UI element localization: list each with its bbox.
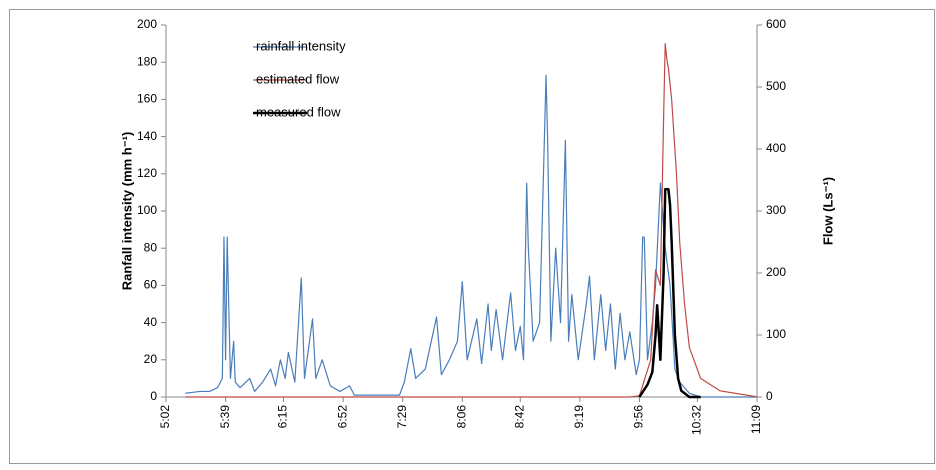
legend-label: measured flow — [256, 104, 341, 119]
legend-label: rainfall intensity — [256, 38, 346, 53]
x-tick-label: 5:39 — [218, 405, 232, 429]
y2-tick-label: 500 — [766, 79, 786, 93]
y-tick-label: 160 — [137, 92, 157, 106]
x-tick-label: 10:32 — [690, 405, 704, 435]
x-tick-label: 5:02 — [158, 405, 172, 429]
y-tick-label: 60 — [144, 278, 158, 292]
y-tick-label: 200 — [137, 17, 157, 31]
x-tick-label: 8:06 — [454, 405, 468, 429]
y-tick-label: 120 — [137, 166, 157, 180]
x-tick-label: 6:52 — [335, 405, 349, 429]
series-line — [185, 74, 757, 398]
y2-tick-label: 200 — [766, 265, 786, 279]
y-tick-label: 100 — [137, 203, 157, 217]
y-tick-label: 80 — [144, 240, 158, 254]
y-tick-label: 20 — [144, 352, 158, 366]
y-axis-title: Ranfall intensity (mm h⁻¹) — [119, 132, 134, 291]
y-tick-label: 0 — [150, 389, 157, 403]
y2-tick-label: 100 — [766, 327, 786, 341]
y-tick-label: 140 — [137, 129, 157, 143]
series-line — [638, 188, 701, 399]
y2-tick-label: 600 — [766, 17, 786, 31]
x-tick-label: 6:15 — [276, 405, 290, 429]
x-tick-label: 9:19 — [572, 405, 586, 429]
x-tick-label: 11:09 — [749, 405, 763, 434]
x-tick-label: 8:42 — [512, 405, 526, 429]
y2-tick-label: 300 — [766, 203, 786, 217]
x-tick-label: 9:56 — [632, 405, 646, 429]
y2-axis-title: Flow (Ls⁻¹) — [820, 177, 835, 245]
y-tick-label: 180 — [137, 54, 157, 68]
series-line — [185, 43, 758, 398]
y2-tick-label: 400 — [766, 141, 786, 155]
y-tick-label: 40 — [144, 315, 158, 329]
chart-frame — [9, 9, 935, 464]
x-tick-label: 7:29 — [395, 405, 409, 429]
y2-tick-label: 0 — [766, 389, 773, 403]
legend-label: estimated flow — [256, 71, 340, 86]
